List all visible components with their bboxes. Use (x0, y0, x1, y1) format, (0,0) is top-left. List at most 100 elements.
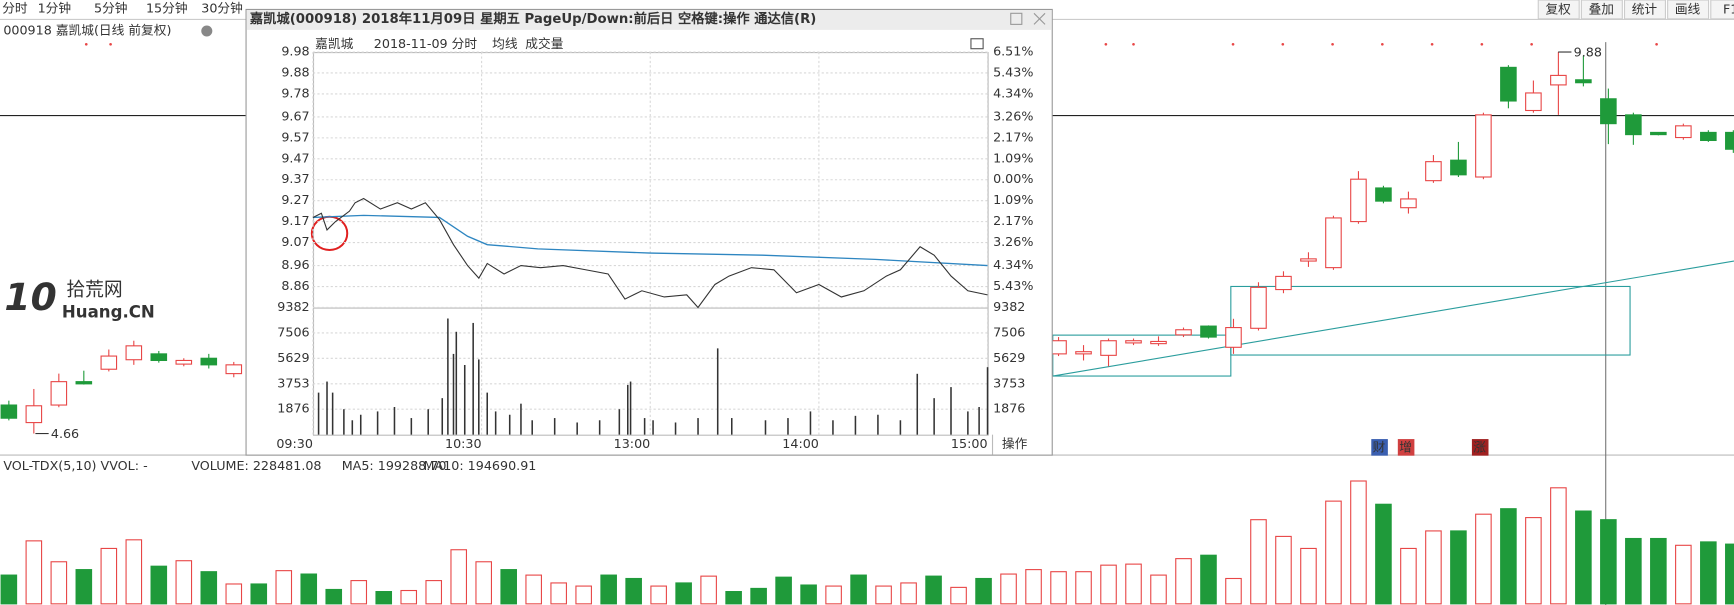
volume-bar (350, 580, 368, 605)
volume-tick-label: 3753 (993, 375, 1025, 390)
candle-body (1150, 340, 1167, 345)
maximize-button[interactable] (1010, 12, 1023, 25)
marker-bg (1471, 439, 1489, 456)
volume-bar (525, 574, 542, 605)
candle-body (1125, 340, 1142, 344)
event-marker[interactable]: 增 (1399, 439, 1412, 454)
logo-url: Huang.CN (62, 303, 155, 322)
percent-tick-label: 4.34% (993, 257, 1033, 272)
percent-tick-label: 2.17% (993, 129, 1033, 144)
candle-body (50, 381, 68, 406)
volume-bar (1625, 537, 1642, 605)
volume-bar (975, 577, 992, 605)
volume-bar (425, 580, 443, 605)
volume-legend: MA5: 199288.70 (342, 458, 447, 473)
volume-bar (650, 585, 667, 605)
toolbar-button-label[interactable]: 画线 (1675, 1, 1701, 16)
time-tick-label: 13:00 (614, 436, 651, 451)
legend-average[interactable]: 均线 (492, 36, 518, 51)
candle-body (1425, 161, 1442, 182)
volume-bar (175, 560, 193, 605)
volume-tick-label: 3753 (277, 375, 309, 390)
volume-bar (825, 585, 842, 605)
time-tick-label: 09:30 (276, 436, 313, 451)
chart-title: 000918 嘉凯城(日线 前复权) (3, 23, 171, 38)
candle-body (1050, 340, 1067, 355)
low-label: 4.66 (51, 426, 79, 441)
candle-body (25, 405, 43, 424)
volume-bar (1175, 558, 1192, 605)
volume-bar (625, 577, 642, 605)
candle-body (1475, 114, 1492, 178)
candle-body (1550, 74, 1567, 86)
candle-body (225, 364, 243, 375)
candle-body (1575, 79, 1592, 84)
volume-bar (1250, 519, 1267, 605)
candle-body (1250, 286, 1267, 329)
candle-body (1500, 66, 1517, 102)
volume-tick-label: 7506 (277, 324, 309, 339)
toolbar-button[interactable] (1580, 0, 1623, 20)
volume-bar (1500, 508, 1517, 605)
toolbar-button-label[interactable]: 叠加 (1589, 1, 1614, 16)
action-button[interactable]: 操作 (1002, 436, 1028, 451)
trend-line (1052, 260, 1734, 377)
volume-bar (1075, 571, 1092, 605)
volume-bar (400, 589, 418, 605)
volume-bar (50, 561, 68, 605)
volume-bar (1400, 547, 1417, 605)
volume-tick-label: 5629 (277, 350, 309, 365)
toolbar-button[interactable] (1667, 0, 1710, 20)
time-tick-label: 10:30 (445, 436, 482, 451)
panel-icon[interactable] (970, 38, 984, 50)
volume-bar (600, 574, 617, 605)
event-marker[interactable]: 财 (1373, 439, 1386, 454)
volume-bar (1575, 510, 1592, 605)
title-icon (201, 25, 213, 37)
volume-bar (1325, 500, 1342, 605)
candle-body (1600, 98, 1617, 125)
candle-body (1675, 125, 1692, 139)
candle-body (1225, 327, 1242, 348)
period-tab[interactable]: 1分钟 (38, 0, 71, 15)
price-tick-label: 9.78 (281, 85, 309, 100)
toolbar-button-label[interactable]: 统计 (1632, 1, 1658, 16)
volume-tick-label: 1876 (277, 401, 309, 416)
volume-bar (1125, 563, 1142, 605)
price-tick-label: 9.47 (281, 150, 309, 165)
legend-volume[interactable]: 成交量 (525, 36, 563, 51)
toolbar-button[interactable] (1623, 0, 1666, 20)
period-tab[interactable]: 分时 (2, 0, 28, 15)
volume-bar (1350, 480, 1367, 605)
volume-bar (1200, 554, 1217, 605)
volume-bar (750, 587, 767, 605)
toolbar-button[interactable] (1710, 0, 1734, 20)
volume-bar (1425, 530, 1442, 605)
period-tab[interactable]: 30分钟 (201, 0, 243, 15)
price-tick-label: 9.17 (281, 213, 309, 228)
toolbar-button-label[interactable]: 复权 (1545, 1, 1571, 16)
volume-bar (100, 547, 118, 605)
volume-bar (925, 575, 942, 605)
volume-bar (125, 539, 143, 605)
toolbar-button[interactable] (1537, 0, 1580, 20)
popup-frame (245, 8, 1053, 456)
volume-bar (1475, 513, 1492, 605)
volume-bar (875, 585, 892, 605)
volume-bar (775, 576, 792, 605)
candle-body (1450, 159, 1467, 176)
volume-tick-label: 9382 (993, 299, 1025, 314)
event-marker[interactable]: 涨 (1473, 439, 1486, 454)
candle-body (0, 404, 18, 419)
marker-bg (1397, 439, 1415, 456)
volume-bar (1100, 564, 1117, 605)
toolbar-button-label[interactable]: F1 (1723, 1, 1734, 16)
drawn-box (1230, 285, 1631, 356)
price-tick-label: 9.67 (281, 108, 309, 123)
volume-bar (1275, 535, 1292, 605)
volume-bar (1675, 544, 1692, 605)
volume-bar (1050, 571, 1067, 605)
period-tab[interactable]: 15分钟 (146, 0, 188, 15)
close-button[interactable] (1033, 12, 1046, 25)
period-tab[interactable]: 5分钟 (94, 0, 127, 15)
